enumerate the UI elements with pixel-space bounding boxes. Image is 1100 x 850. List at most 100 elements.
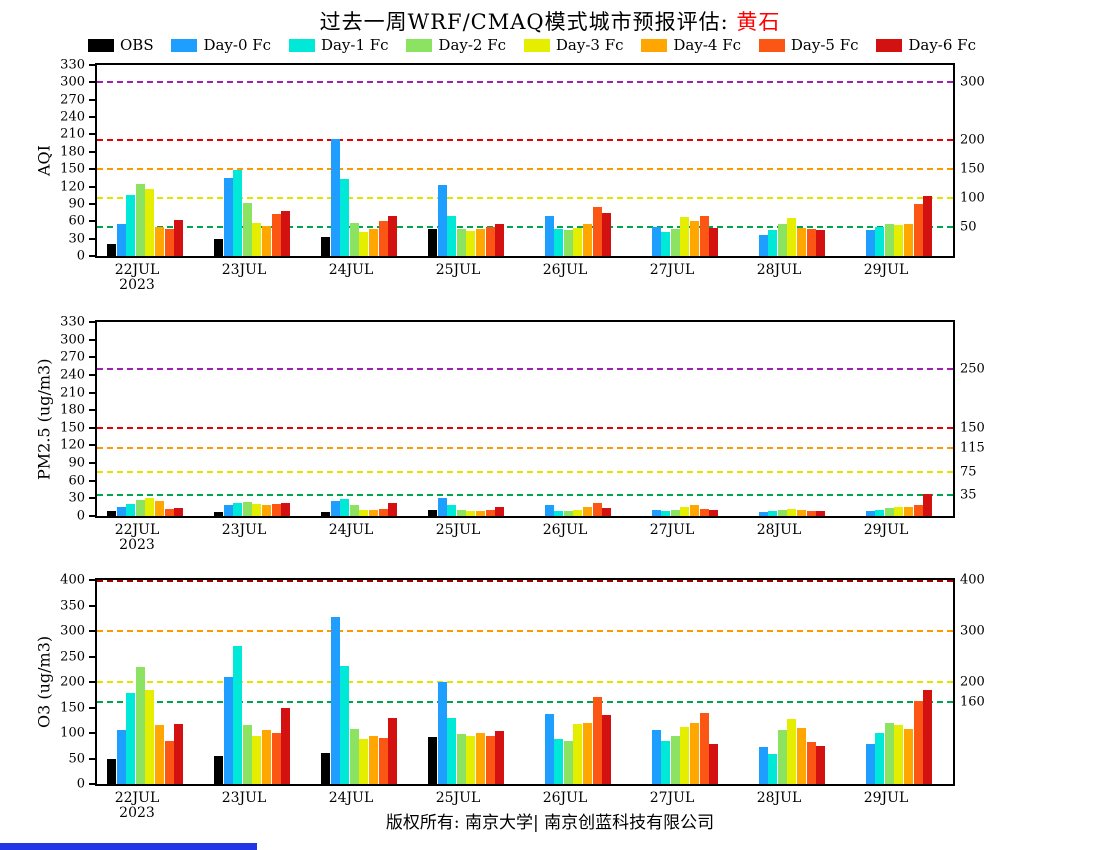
page-title: 过去一周WRF/CMAQ模式城市预报评估: 黄石 [0,6,1100,36]
bar-day-3-fc [680,507,690,516]
bottom-left-blue-bar [0,843,257,850]
bar-day-1-fc [554,511,564,516]
x-year-label: 2023 [119,537,155,553]
y-tick-label: 240 [60,109,85,125]
x-tick-label: 28JUL [756,262,802,278]
bar-day-1-fc [233,646,243,784]
y-tick-mark [89,732,97,734]
bar-day-4-fc [690,505,699,516]
y-tick-label: 250 [60,649,85,664]
y-tick-label: 0 [76,776,85,792]
y-tick-mark [89,409,97,412]
y-tick-mark [89,321,97,323]
reference-line-label: 300 [960,74,985,90]
y-tick-label: 30 [68,490,85,506]
bar-obs [321,753,330,784]
reference-line [97,701,953,704]
bar-day-2-fc [242,202,252,256]
bar-day-3-fc [787,508,797,516]
y-tick-mark [89,98,97,101]
bar-day-3-fc [894,725,904,784]
y-tick-label: 200 [60,674,85,690]
y-tick-mark [89,426,97,429]
y-tick-label: 50 [68,751,85,766]
bar-day-3-fc [787,217,797,256]
y-tick-label: 120 [60,437,85,453]
bar-day-5-fc [699,508,709,516]
reference-line [97,580,953,582]
bar-day-2-fc [349,728,359,784]
bar-day-6-fc [816,511,826,516]
y-tick-label: 180 [60,402,85,418]
bar-day-0-fc [544,215,554,256]
bar-day-0-fc [544,505,554,516]
reference-line-label: 150 [960,161,985,177]
y-tick-label: 270 [60,92,85,108]
bar-day-2-fc [670,735,680,784]
bar-day-3-fc [573,723,583,784]
bar-day-0-fc [223,177,233,256]
reference-line-label: 200 [960,132,985,148]
bar-day-2-fc [242,502,252,516]
reference-line-label: 250 [960,361,985,377]
bar-obs [214,512,223,516]
bar-day-3-fc [466,230,476,256]
bar-day-1-fc [875,510,885,516]
copyright-footer: 版权所有: 南京大学| 南京创蓝科技有限公司 [385,813,715,833]
bar-day-2-fc [563,229,573,256]
bar-obs [214,238,223,256]
bar-day-6-fc [602,508,612,516]
reference-line-label: 160 [960,694,985,710]
y-tick-label: 300 [60,332,85,348]
bar-day-4-fc [583,507,592,516]
bar-day-6-fc [495,731,505,784]
bar-obs [428,510,437,516]
legend-swatch [88,38,114,52]
x-tick-label: 29JUL [863,790,909,806]
y-tick-mark [89,133,97,136]
y-tick-label: 150 [60,420,85,436]
y-tick-mark [89,150,97,153]
bar-day-6-fc [923,689,933,784]
legend-swatch [758,38,785,52]
bar-day-1-fc [661,511,671,516]
bar-day-0-fc [758,512,768,516]
legend-label: Day-2 Fc [438,36,507,54]
bar-day-4-fc [369,735,378,784]
bar-day-6-fc [816,745,826,784]
bar-day-4-fc [476,733,485,784]
y-tick-mark [89,630,97,632]
y-tick-mark [89,515,97,517]
bar-day-4-fc [476,228,485,256]
bar-day-1-fc [126,693,136,784]
x-tick-label: 26JUL [542,522,588,538]
bar-day-6-fc [174,724,184,784]
y-tick-label: 330 [60,314,85,330]
y-tick-mark [89,185,97,188]
x-tick-label: 29JUL [863,522,909,538]
bar-day-6-fc [923,493,933,516]
plot-area-aqi: 0 30 60 90 120 150 180 210 240 270 300 330 50 100 150 2… [60,58,985,294]
legend-swatch [288,38,315,52]
y-tick-mark [89,255,97,257]
legend-swatch [171,38,198,52]
bar-day-2-fc [349,505,359,516]
bar-day-5-fc [913,505,923,516]
y-tick-mark [89,462,97,465]
bar-day-5-fc [485,735,495,784]
y-tick-label: 90 [68,196,85,212]
x-tick-label: 24JUL [328,522,374,538]
bar-day-1-fc [233,170,243,256]
legend-swatch [876,38,903,52]
bar-day-0-fc [865,229,875,256]
bar-day-1-fc [126,195,136,256]
bar-day-5-fc [592,697,602,784]
bar-day-5-fc [485,510,495,516]
bar-day-3-fc [359,231,369,256]
bar-day-4-fc [155,227,164,256]
y-tick-mark [89,444,97,447]
y-tick-label: 400 [60,572,85,588]
y-tick-label: 0 [76,248,85,264]
y-axis-label-aqi: AQI [34,145,54,176]
bar-day-5-fc [164,740,174,784]
